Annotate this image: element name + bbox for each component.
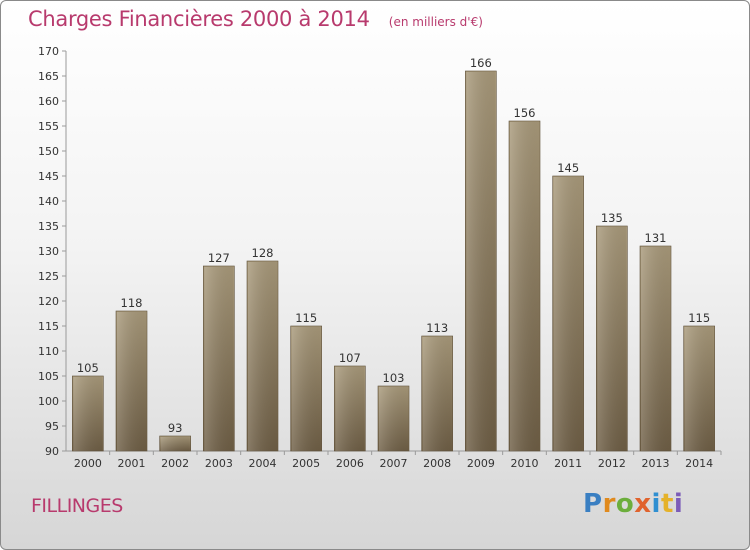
bar-shade-2012 [597, 227, 627, 451]
x-tick-label-2009: 2009 [467, 457, 495, 470]
bar-shade-2003 [204, 267, 234, 451]
bars [72, 70, 715, 452]
x-tick-label-2014: 2014 [685, 457, 713, 470]
value-label-2011: 145 [557, 161, 579, 175]
y-tick-label: 95 [45, 420, 59, 433]
value-label-2010: 156 [514, 106, 536, 120]
bar-shade-2010 [510, 122, 539, 451]
y-tick-label: 90 [45, 445, 59, 458]
value-label-2004: 128 [252, 246, 274, 260]
x-tick-label-2012: 2012 [598, 457, 626, 470]
y-tick-label: 115 [38, 320, 59, 333]
x-tick-label-2006: 2006 [336, 457, 364, 470]
x-tick-label-2011: 2011 [554, 457, 582, 470]
x-tick-label-2004: 2004 [249, 457, 277, 470]
commune-name: FILLINGES [31, 495, 123, 517]
value-label-2001: 118 [121, 296, 143, 310]
y-tick-label: 135 [38, 220, 59, 233]
bar-shade-2002 [160, 437, 190, 451]
value-label-2013: 131 [645, 231, 667, 245]
bar-shade-2004 [248, 262, 277, 451]
x-tick-label-2005: 2005 [292, 457, 320, 470]
value-label-2002: 93 [168, 421, 183, 435]
value-label-2007: 103 [383, 371, 405, 385]
y-axis: 90 95 100 105 110 115 120 125 130 135 140 145 150 155… [38, 45, 67, 458]
value-label-2009: 166 [470, 56, 492, 70]
chart-unit: (en milliers d'€) [388, 15, 483, 29]
y-tick-label: 170 [38, 45, 59, 58]
y-tick-label: 145 [38, 170, 59, 183]
chart-title: Charges Financières 2000 à 2014 [28, 7, 370, 31]
bar-shade-2000 [73, 377, 103, 451]
bar-shade-2005 [291, 327, 321, 451]
value-label-2000: 105 [77, 361, 99, 375]
y-tick-label: 120 [38, 295, 59, 308]
logo-letter: i [673, 489, 684, 519]
logo-letter: r [602, 489, 616, 519]
value-label-2008: 113 [426, 321, 448, 335]
value-label-2003: 127 [208, 251, 230, 265]
y-tick-label: 150 [38, 145, 59, 158]
value-label-2005: 115 [295, 311, 317, 325]
logo-letter: P [583, 489, 603, 519]
bar-shade-2008 [422, 337, 452, 451]
y-tick-label: 125 [38, 270, 59, 283]
bar-shade-2013 [641, 247, 670, 451]
bar-shade-2011 [553, 177, 583, 451]
value-label-2006: 107 [339, 351, 361, 365]
x-tick-label-2013: 2013 [642, 457, 670, 470]
x-tick-label-2010: 2010 [511, 457, 539, 470]
y-tick-label: 130 [38, 245, 59, 258]
y-tick-label: 165 [38, 70, 59, 83]
title-row: Charges Financières 2000 à 2014 (en mill… [28, 7, 483, 31]
x-tick-label-2000: 2000 [74, 457, 102, 470]
y-tick-label: 160 [38, 95, 59, 108]
bar-shade-2014 [684, 327, 714, 451]
bar-shade-2009 [466, 72, 496, 451]
x-axis: 2000 2001 2002 2003 2004 2005 2006 2007 2008 2009… [66, 450, 722, 470]
bar-shade-2006 [335, 367, 365, 451]
x-tick-label-2002: 2002 [161, 457, 189, 470]
bar-shade-2001 [117, 312, 146, 451]
x-tick-label-2008: 2008 [423, 457, 451, 470]
y-tick-label: 110 [38, 345, 59, 358]
value-label-2012: 135 [601, 211, 623, 225]
proxiti-logo: Proxiti [583, 489, 683, 519]
logo-letter: i [651, 489, 661, 519]
x-tick-label-2003: 2003 [205, 457, 233, 470]
logo-letter: x [634, 489, 652, 519]
logo-letter: o [615, 489, 635, 519]
value-label-2014: 115 [688, 311, 710, 325]
bar-shade-2007 [379, 387, 408, 451]
y-tick-label: 155 [38, 120, 59, 133]
x-tick-label-2001: 2001 [118, 457, 146, 470]
logo-letter: t [660, 489, 674, 519]
x-tick-label-2007: 2007 [380, 457, 408, 470]
data-labels: 105 118 93 127 128 115 107 103 113 166 156 145 135 13… [77, 56, 710, 435]
y-tick-label: 140 [38, 195, 59, 208]
y-tick-label: 100 [38, 395, 59, 408]
y-tick-label: 105 [38, 370, 59, 383]
